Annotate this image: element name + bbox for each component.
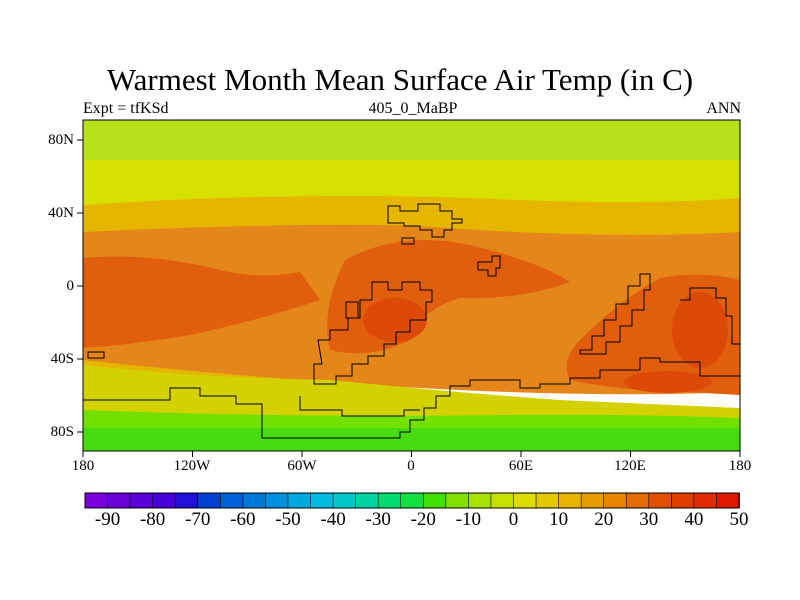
colorbar-label: -40 <box>320 509 346 530</box>
lon-label-180-west: 180 <box>71 458 95 474</box>
colorbar-label: 50 <box>729 509 749 530</box>
colorbar-frame <box>84 492 740 509</box>
band-cool-south <box>83 365 740 420</box>
continent-outline-islet <box>401 237 415 245</box>
colorbar-swatch <box>535 492 560 509</box>
band-green-south <box>83 410 740 432</box>
continent-outline-small-west <box>87 351 105 359</box>
continent-outline-arabia <box>477 255 501 277</box>
lon-label-60w: 60W <box>287 458 317 474</box>
lon-ticks <box>82 451 741 457</box>
colorbar <box>84 492 740 509</box>
colorbar-swatch <box>445 492 470 509</box>
continent-outline-gondwana-west <box>313 281 433 385</box>
lat-label-80s: 80S <box>50 424 74 440</box>
season-label: ANN <box>706 100 741 117</box>
lat-ticks <box>77 139 83 433</box>
colorbar-label: -30 <box>365 509 391 530</box>
region-hottest-east <box>672 292 728 368</box>
lon-label-120e: 120E <box>614 458 646 474</box>
colorbar-swatch <box>422 492 447 509</box>
band-antarctic <box>83 428 740 451</box>
experiment-label: Expt = tfKSd <box>83 100 169 117</box>
lat-label-equator: 0 <box>66 278 75 294</box>
colorbar-swatch <box>580 492 605 509</box>
colorbar-swatch <box>265 492 289 509</box>
continent-outline-islet-2 <box>345 301 359 319</box>
colorbar-label: -20 <box>410 509 436 530</box>
temperature-field <box>83 120 740 451</box>
colorbar-swatch <box>220 492 244 509</box>
colorbar-swatch <box>625 492 650 509</box>
lon-label-0: 0 <box>407 458 415 474</box>
colorbar-swatch <box>332 492 357 509</box>
colorbar-label: -50 <box>275 509 301 530</box>
colorbar-swatch <box>107 492 131 509</box>
colorbar-swatch <box>400 492 425 509</box>
colorbar-swatch <box>355 492 379 509</box>
colorbar-swatch <box>558 492 582 509</box>
continent-outline-mid-south <box>299 396 420 417</box>
colorbar-label: 0 <box>508 509 519 530</box>
colorbar-swatch <box>671 492 695 509</box>
colorbar-label: -90 <box>94 509 121 530</box>
colorbar-swatch <box>513 492 537 509</box>
map-title: Warmest Month Mean Surface Air Temp (in … <box>106 62 694 97</box>
colorbar-label: -80 <box>139 509 166 530</box>
region-hottest-central <box>363 298 427 342</box>
colorbar-label: 20 <box>594 509 614 530</box>
colorbar-swatch <box>152 492 177 509</box>
colorbar-swatch <box>490 492 515 509</box>
continent-outline-east-arc <box>579 273 651 355</box>
colorbar-label: 30 <box>639 509 659 530</box>
colorbar-swatch <box>287 492 312 509</box>
lon-label-120w: 120W <box>173 458 211 474</box>
colorbar-swatch <box>648 492 673 509</box>
colorbar-label: -10 <box>455 509 482 530</box>
colorbar-swatch <box>129 492 154 509</box>
colorbar-label: 10 <box>549 509 569 530</box>
continent-outline-gondwana-south <box>83 357 740 439</box>
lat-label-40n: 40N <box>48 205 74 221</box>
lat-label-80n: 80N <box>48 132 74 148</box>
colorbar-label: -70 <box>185 509 211 530</box>
continent-outline-north <box>387 203 463 238</box>
colorbar-swatch <box>242 492 267 509</box>
colorbar-label: 40 <box>684 509 704 530</box>
colorbar-swatch <box>310 492 334 509</box>
colorbar-swatch <box>84 492 109 509</box>
colorbar-swatch <box>716 492 740 509</box>
time-period-label: 405_0_MaBP <box>368 100 458 117</box>
colorbar-swatch <box>197 492 222 509</box>
lat-label-40s: 40S <box>50 351 74 367</box>
colorbar-swatch <box>603 492 628 509</box>
colorbar-swatch <box>377 492 402 509</box>
colorbar-swatch <box>693 492 718 509</box>
lon-label-60e: 60E <box>508 458 534 474</box>
colorbar-label: -60 <box>230 509 256 530</box>
lon-label-180-east: 180 <box>728 458 752 474</box>
continent-outlines <box>83 203 740 439</box>
region-hottest-southeast <box>624 371 712 393</box>
colorbar-swatch <box>468 492 492 509</box>
region-hotter-west <box>83 256 320 348</box>
continent-outline-east-block <box>680 287 740 345</box>
colorbar-swatch <box>174 492 199 509</box>
